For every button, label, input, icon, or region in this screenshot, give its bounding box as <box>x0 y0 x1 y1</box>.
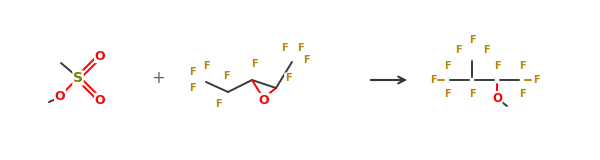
Text: F: F <box>203 61 209 71</box>
Text: O: O <box>492 92 502 104</box>
Text: F: F <box>518 89 526 99</box>
Text: F: F <box>281 43 287 53</box>
Text: S: S <box>73 71 83 85</box>
Text: F: F <box>518 61 526 71</box>
Text: F: F <box>251 59 257 69</box>
Text: F: F <box>469 35 475 45</box>
Text: O: O <box>95 49 106 63</box>
Text: F: F <box>188 83 196 93</box>
Text: O: O <box>95 93 106 107</box>
Text: F: F <box>482 45 490 55</box>
Text: F: F <box>302 55 310 65</box>
Text: F: F <box>443 61 451 71</box>
Text: F: F <box>284 73 292 83</box>
Text: F: F <box>430 75 436 85</box>
Text: F: F <box>296 43 304 53</box>
Text: F: F <box>443 89 451 99</box>
Text: +: + <box>151 69 165 87</box>
Text: F: F <box>469 89 475 99</box>
Text: F: F <box>215 99 221 109</box>
Text: O: O <box>259 93 269 107</box>
Text: O: O <box>55 89 65 103</box>
Text: F: F <box>533 75 539 85</box>
Text: F: F <box>188 67 196 77</box>
Text: F: F <box>455 45 461 55</box>
Text: F: F <box>223 71 229 81</box>
Text: F: F <box>494 61 500 71</box>
